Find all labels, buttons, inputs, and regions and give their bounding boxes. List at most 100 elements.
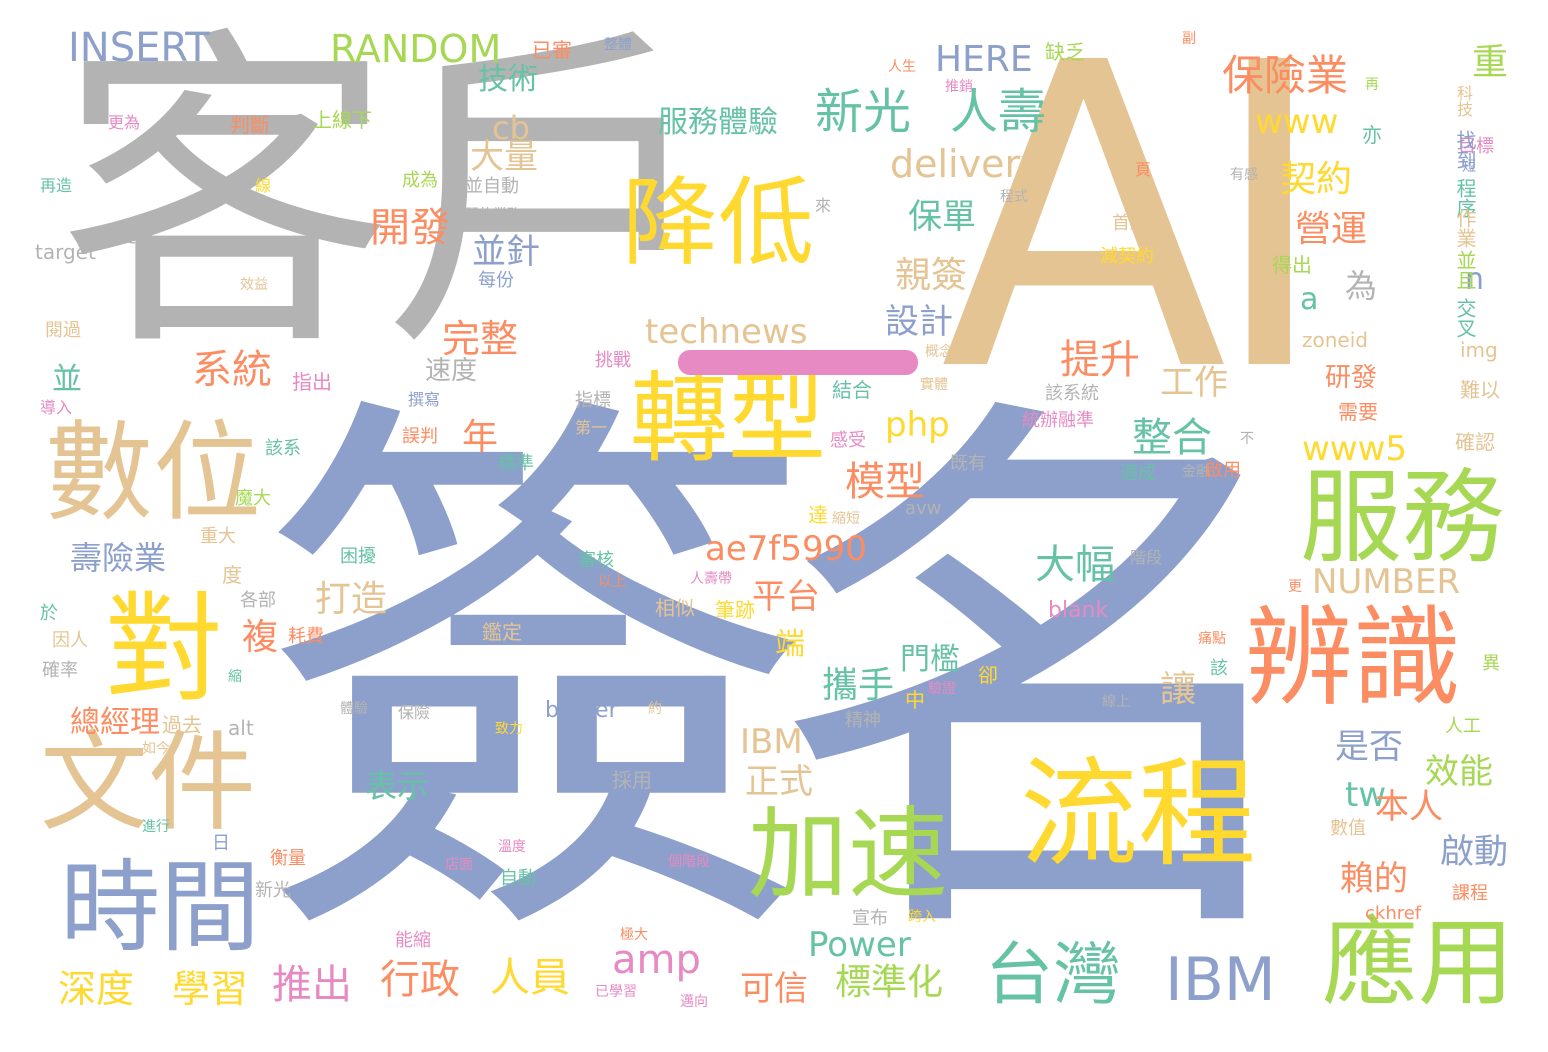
cloud-word: 平台 [752, 577, 820, 617]
cloud-word: 推銷 [945, 79, 973, 95]
cloud-word: 系統 [192, 347, 272, 393]
cloud-word: 筆跡 [715, 598, 755, 622]
cloud-word: 不 [1240, 431, 1254, 447]
cloud-word: 標準 [498, 453, 534, 474]
cloud-word: zoneid [1302, 328, 1368, 352]
cloud-word: 極大 [620, 927, 648, 943]
cloud-word: 辨識 [1245, 596, 1462, 721]
cloud-word: 門的業務 [465, 207, 521, 223]
cloud-word: 技術 [478, 62, 538, 97]
cloud-word: 跨入 [908, 909, 936, 925]
cloud-word: 整體 [604, 37, 632, 53]
cloud-word: 既有 [950, 453, 986, 474]
cloud-word: 保險業 [1222, 51, 1349, 100]
cloud-word: 本人 [1375, 787, 1443, 827]
cloud-word: 需要 [1338, 400, 1378, 424]
cloud-word: 第一 [575, 418, 608, 437]
cloud-word: 縮短 [832, 511, 860, 527]
cloud-word: 新光 [255, 880, 291, 901]
cloud-word: 完整 [442, 317, 519, 361]
cloud-word: 亦 [1362, 123, 1382, 147]
cloud-word: 確率 [42, 660, 78, 681]
cloud-word: 門檻 [900, 642, 960, 677]
cloud-word: 縮 [228, 669, 242, 685]
cloud-word: 大量 [470, 137, 538, 177]
cloud-word: 推出 [272, 962, 352, 1008]
cloud-word: 營運 [1295, 209, 1368, 250]
cloud-word: a [1300, 282, 1319, 317]
cloud-word: 首創 [1112, 213, 1148, 234]
cloud-word: src [455, 453, 482, 474]
cloud-word: 上線下 [312, 108, 372, 132]
cloud-word: 新光 [815, 84, 912, 140]
cloud-word: 更為 [108, 113, 141, 132]
cloud-word: n [1465, 262, 1485, 297]
cloud-word: cb [492, 109, 530, 147]
cloud-word: 學習 [172, 967, 249, 1011]
cloud-word: 宣布 [852, 908, 888, 929]
cloud-word: 如今 [142, 741, 170, 757]
cloud-word: 得出 [1272, 253, 1312, 277]
cloud-word: 以上 [598, 574, 626, 590]
cloud-word: 適成 [1120, 463, 1156, 484]
cloud-word: 文件 [40, 721, 257, 846]
cloud-word: php [885, 405, 950, 445]
cloud-word: 交叉 [1453, 298, 1477, 338]
cloud-word: 指出 [292, 370, 332, 394]
cloud-word: border [545, 698, 618, 723]
cloud-word: 撰寫 [408, 390, 441, 409]
cloud-word: 邁向 [680, 994, 708, 1010]
cloud-word: 程式 [1000, 189, 1028, 205]
cloud-word: 時間 [60, 849, 260, 966]
cloud-word: 卻 [978, 663, 998, 687]
cloud-word: 工作 [1160, 363, 1228, 403]
cloud-word: 更會 [118, 226, 154, 247]
cloud-word: 感受 [830, 430, 866, 451]
cloud-word: 頁 [1135, 160, 1152, 179]
cloud-word: 深度 [58, 967, 135, 1011]
cloud-word: RANDOM [330, 27, 502, 71]
cloud-word: 壽險業 [70, 539, 167, 577]
cloud-word: 統辦融準 [1022, 410, 1094, 431]
cloud-word: 判斷 [230, 113, 270, 137]
cloud-word: 線上 [1102, 694, 1130, 710]
cloud-word: 啟用 [1205, 460, 1241, 481]
cloud-word: 並針 [472, 232, 540, 272]
decorative-bar [678, 350, 918, 375]
cloud-word: 來 [815, 196, 832, 215]
cloud-word: 降低 [622, 167, 814, 279]
cloud-word: 轉型 [630, 362, 827, 476]
cloud-word: 並且 [1453, 250, 1477, 290]
cloud-word: 效能 [1425, 752, 1493, 792]
cloud-word: 確認 [1455, 430, 1495, 454]
cloud-word: 讓 [1160, 669, 1197, 710]
cloud-word: 階段 [1130, 548, 1163, 567]
cloud-word: 人員 [490, 955, 570, 1001]
cloud-word: 困擾 [340, 546, 376, 567]
cloud-word: 致力 [495, 721, 523, 737]
cloud-word: 啟動 [1440, 832, 1508, 872]
cloud-word: 再造 [40, 176, 73, 195]
cloud-word: avw [905, 498, 942, 519]
cloud-word: 契約 [1280, 159, 1353, 200]
cloud-word: 能縮 [395, 930, 431, 951]
cloud-word: 每份 [478, 270, 514, 291]
cloud-word: 導入 [40, 398, 73, 417]
cloud-word: 對 [105, 580, 224, 718]
cloud-word: 審核 [578, 550, 614, 571]
cloud-word: 再 [1365, 77, 1379, 93]
cloud-word: 台灣 [985, 936, 1122, 1015]
cloud-word: 開發 [370, 205, 450, 251]
cloud-word: 驗證 [928, 681, 956, 697]
cloud-word: 店面 [445, 857, 473, 873]
cloud-word: 打造 [315, 579, 388, 620]
cloud-word: 過去 [162, 713, 202, 737]
cloud-word: 概念 [925, 344, 953, 360]
cloud-word: 人工 [1445, 716, 1481, 737]
cloud-word: amp [612, 937, 701, 983]
cloud-word: 程序 [1453, 178, 1477, 218]
cloud-word: 賴的 [1340, 859, 1408, 899]
cloud-word: 客戶 [58, 2, 718, 392]
cloud-word: 並 [52, 362, 82, 397]
cloud-word: 進行 [142, 819, 170, 835]
